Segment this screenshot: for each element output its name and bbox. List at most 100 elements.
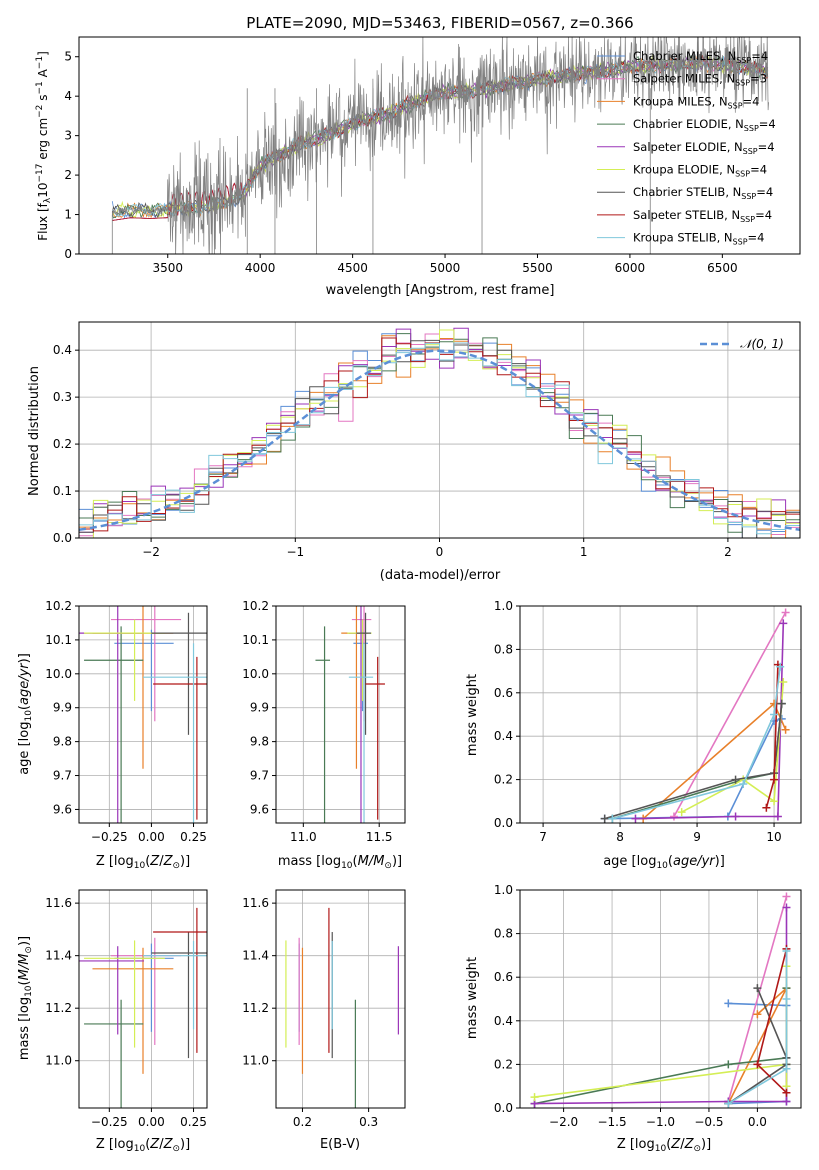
weight-vs-age-ytick-label: 0.6 (494, 686, 513, 700)
weight-line (612, 666, 781, 820)
age-vs-mass-ytick-label: 9.6 (250, 802, 269, 816)
spectrum-legend: Chabrier MILES, NSSP=4 Salpeter MILES, NS… (597, 49, 776, 247)
weight-marker (724, 1099, 733, 1108)
weight-vs-age-ytick-label: 0.8 (494, 642, 513, 656)
age-vs-mass-xtick-label: 11.0 (290, 830, 317, 844)
age-vs-mass-frame: 11.0 11.5 9.6 9.7 9.8 9.9 10.0 10.1 10.2 (242, 599, 406, 844)
residuals-legend: 𝒩(0, 1) (700, 337, 784, 351)
weight-vs-age-xtick-label: 10 (766, 830, 781, 844)
weight-marker (777, 699, 786, 708)
legend-sub: SSP (735, 79, 750, 88)
legend-count: =4 (755, 208, 772, 222)
residuals-plot-area: −2 −1 0 1 2 0.0 0.1 0.2 0.3 0.4 𝒩(0, 1) (53, 321, 801, 559)
weight-vs-age-marks (600, 608, 790, 823)
weight-line (681, 681, 785, 813)
age-vs-Z-xtick-label: −0.25 (91, 830, 128, 844)
weight-vs-Z-xtick-label: −1.5 (597, 1115, 626, 1129)
mass-vs-Z-border (78, 889, 208, 1109)
weight-marker (782, 1064, 791, 1073)
weight-vs-age-plot-area: 7 8 9 10 0.0 0.2 0.4 0.6 0.8 1.0 (494, 599, 802, 844)
legend-label: Salpeter MILES, NSSP=3 (633, 72, 767, 88)
weight-vs-age-ytick-label: 0.0 (494, 816, 513, 830)
legend-label: Chabrier ELODIE, NSSP=4 (633, 117, 776, 133)
weight-vs-Z-ytick-label: 0.0 (494, 1101, 513, 1115)
age-vs-Z-ytick-label: 9.8 (53, 735, 72, 749)
weight-marker (782, 1088, 791, 1097)
age-vs-Z-xlabel: Z [log10(Z/Z⊙)] (96, 854, 190, 871)
spectrum-ytick-label: 1 (64, 208, 72, 222)
age-vs-mass-ytick-label: 10.2 (242, 599, 269, 613)
age-vs-mass-ytick-label: 10.0 (242, 667, 269, 681)
age-vs-Z-ytick-label: 10.2 (45, 599, 72, 613)
legend-sub: SSP (735, 170, 750, 179)
mass-vs-ebv-border (275, 889, 406, 1109)
mass-vs-Z-xtick-label: 0.00 (138, 1115, 165, 1129)
mass-vs-Z-panel: −0.25 0.00 0.25 11.0 11.2 11.4 11.6 (45, 889, 208, 1129)
mass-vs-ebv-xtick-label: 0.2 (293, 1115, 312, 1129)
mass-vs-ebv-ytick-label: 11.4 (242, 949, 269, 963)
weight-vs-Z-marks (530, 892, 791, 1108)
residuals-xtick-label: −1 (286, 545, 304, 559)
legend-sub: SSP (740, 215, 755, 224)
legend-count: =4 (743, 94, 760, 108)
legend-label: Chabrier STELIB, NSSP=4 (633, 185, 773, 201)
age-vs-mass-ytick-label: 10.1 (242, 633, 269, 647)
age-vs-mass-ytick-label: 9.8 (250, 735, 269, 749)
weight-vs-age-ytick-label: 0.2 (494, 773, 513, 787)
age-vs-Z-ylabel: age [log10(age/yr)] (17, 653, 34, 775)
weight-marker (782, 995, 791, 1003)
spectrum-ytick-label: 5 (64, 50, 72, 64)
weight-vs-Z-ytick-label: 0.4 (494, 1014, 513, 1028)
weight-vs-Z-frame: −2.0 −1.5 −1.0 −0.5 0.0 0.0 0.2 0.4 0.6 0.8 1.0 (494, 883, 802, 1129)
weight-marker (731, 775, 740, 784)
age-vs-Z-frame: −0.25 0.00 0.25 9.6 9.7 9.8 9.9 10.0 10.1 10.2 (45, 599, 208, 844)
residuals-xtick-label: 0 (436, 545, 444, 559)
legend-count: =4 (756, 185, 773, 199)
age-vs-Z-ytick-label: 9.6 (53, 802, 72, 816)
weight-marker (762, 803, 771, 812)
data-spectrum-line (111, 37, 769, 254)
legend-count: =4 (748, 231, 765, 245)
weight-vs-age-xlabel: age [log10(age/yr)] (603, 854, 725, 871)
weight-marker (782, 1097, 791, 1106)
legend-count: =4 (759, 117, 776, 131)
residuals-panel: −2 −1 0 1 2 0.0 0.1 0.2 0.3 0.4 𝒩(0, 1) (data-mode… (27, 321, 801, 583)
weight-vs-Z-plot-area: −2.0 −1.5 −1.0 −0.5 0.0 0.0 0.2 0.4 0.6 0.8 1.0 (494, 883, 802, 1129)
legend-label: Kroupa STELIB, NSSP=4 (633, 231, 764, 247)
weight-marker (770, 710, 779, 719)
legend-sub: SSP (736, 56, 751, 65)
legend-label: Salpeter ELODIE, NSSP=4 (633, 140, 775, 156)
legend-sub: SSP (741, 192, 756, 201)
legend-label: Kroupa ELODIE, NSSP=4 (633, 163, 767, 179)
residuals-ytick-label: 0.2 (53, 437, 72, 451)
legend-sub: SSP (728, 101, 743, 110)
mass-vs-Z-xlabel: Z [log10(Z/Z⊙)] (96, 1137, 190, 1154)
weight-vs-age-xtick-label: 8 (616, 830, 624, 844)
legend-sub: SSP (733, 238, 748, 247)
age-vs-mass-ytick-label: 9.9 (250, 701, 269, 715)
weight-vs-Z-ytick-label: 0.2 (494, 1057, 513, 1071)
spectrum-xtick-label: 5500 (522, 261, 553, 275)
spectrum-ytick-label: 4 (64, 89, 72, 103)
legend-label: Chabrier MILES, NSSP=4 (633, 49, 768, 65)
spectrum-xtick-label: 6000 (615, 261, 646, 275)
spectrum-xtick-label: 6500 (707, 261, 738, 275)
spectrum-marks (111, 37, 769, 254)
weight-marker (776, 662, 785, 671)
residuals-ytick-label: 0.0 (53, 531, 72, 545)
spectrum-ytick-label: 0 (64, 247, 72, 261)
weight-vs-age-ytick-label: 1.0 (494, 599, 513, 613)
weight-marker (779, 619, 788, 628)
mass-vs-Z-xtick-label: 0.25 (180, 1115, 207, 1129)
residuals-xtick-label: 2 (724, 545, 732, 559)
spectrum-ytick-label: 3 (64, 129, 72, 143)
weight-marker (779, 677, 788, 686)
weight-marker (724, 999, 733, 1008)
weight-marker (782, 892, 791, 901)
weight-marker (773, 812, 782, 821)
weight-line (604, 703, 783, 820)
mass-vs-ebv-panel: 0.2 0.3 11.0 11.2 11.4 11.6 (242, 889, 406, 1129)
age-vs-Z-ytick-label: 9.9 (53, 701, 72, 715)
spectrum-plot-area: 3500 4000 4500 5000 5500 6000 6500 0 1 2 3 4 5 Chabri… (64, 36, 801, 275)
residuals-ytick-label: 0.4 (53, 343, 72, 357)
